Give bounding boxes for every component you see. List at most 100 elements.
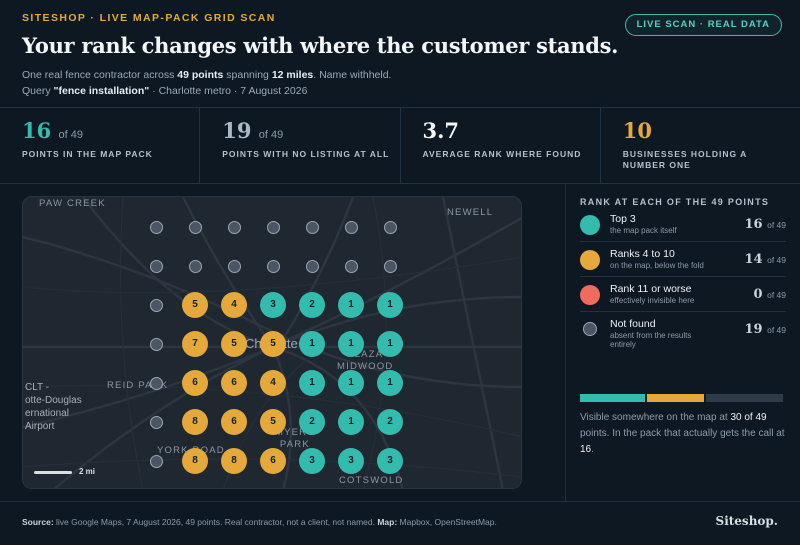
stat-of: of 49 (58, 129, 84, 141)
stat-label-line: BUSINESSES HOLDING A (622, 149, 748, 159)
grid-point-rank[interactable]: 1 (299, 331, 325, 357)
legend-count-of: of 49 (767, 325, 786, 335)
grid-point-rank[interactable]: 3 (260, 292, 286, 318)
legend-dot-top3 (580, 215, 600, 235)
map-label-line: MYERS (275, 427, 315, 438)
grid-point-rank[interactable]: 1 (338, 331, 364, 357)
legend-title: RANK AT EACH OF THE 49 POINTS (580, 197, 770, 207)
grid-point-not-found[interactable] (305, 259, 319, 273)
grid-point-rank[interactable]: 5 (260, 331, 286, 357)
stats-row: 16 of 49 POINTS IN THE MAP PACK 19 of 49… (0, 107, 800, 184)
grid-point-rank[interactable]: 2 (377, 409, 403, 435)
map-credit-label: Map: (377, 517, 398, 527)
stat-number: 3.7 (422, 118, 460, 143)
stat-number: 16 (22, 118, 52, 143)
grid-point-not-found[interactable] (266, 259, 280, 273)
grid-point-rank[interactable]: 5 (221, 331, 247, 357)
source-line: Source: live Google Maps, 7 August 2026,… (22, 517, 497, 527)
grid-point-rank[interactable]: 7 (182, 331, 208, 357)
map-label-line: PLAZA (347, 349, 384, 360)
map-credit-text: Mapbox, OpenStreetMap. (397, 517, 497, 527)
stat-number: 19 (222, 118, 252, 143)
grid-point-rank[interactable]: 8 (221, 448, 247, 474)
grid-point-not-found[interactable] (383, 259, 397, 273)
map-label-newell: NEWELL (447, 207, 494, 218)
stat-label: POINTS WITH NO LISTING AT ALL (222, 149, 390, 159)
grid-point-rank[interactable]: 2 (299, 292, 325, 318)
grid-point-rank[interactable]: 6 (221, 370, 247, 396)
grid-point-not-found[interactable] (149, 298, 163, 312)
distribution-segment (705, 394, 783, 402)
grid-point-not-found[interactable] (149, 337, 163, 351)
grid-point-not-found[interactable] (305, 220, 319, 234)
legend-count: 19 of 49 (744, 322, 786, 337)
map-scale-label: 2 mi (79, 467, 96, 476)
grid-point-not-found[interactable] (383, 220, 397, 234)
grid-point-not-found[interactable] (149, 415, 163, 429)
grid-point-rank[interactable]: 1 (338, 409, 364, 435)
grid-point-rank[interactable]: 4 (260, 370, 286, 396)
subtitle-text: spanning (223, 69, 272, 81)
query-rest: · Charlotte metro · 7 August 2026 (149, 85, 308, 97)
note-text: . (591, 444, 594, 455)
grid-point-rank[interactable]: 1 (299, 370, 325, 396)
grid-point-not-found[interactable] (344, 259, 358, 273)
subtitle-miles: 12 miles (271, 69, 314, 81)
rank-grid-map[interactable]: PAW CREEK NEWELL REID PARK PLAZA MIDWOOD … (22, 196, 522, 489)
grid-point-rank[interactable]: 3 (338, 448, 364, 474)
legend-item-rank-11-plus: Rank 11 or worse effectively invisible h… (580, 277, 786, 312)
note-visible: 30 of 49 (730, 412, 767, 423)
grid-point-rank[interactable]: 6 (260, 448, 286, 474)
legend-desc: the map pack itself (610, 226, 677, 235)
stat-number: 10 (622, 118, 652, 143)
grid-point-rank[interactable]: 3 (377, 448, 403, 474)
stat-number-one: 10 BUSINESSES HOLDING A NUMBER ONE (601, 108, 800, 183)
map-label-line: otte-Douglas (25, 395, 82, 406)
map-label-line: Airport (25, 421, 55, 432)
map-label-airport: CLT - otte-Douglas ernational Airport (25, 381, 82, 433)
grid-point-not-found[interactable] (149, 220, 163, 234)
note-pack: 16 (580, 444, 592, 455)
grid-point-rank[interactable]: 4 (221, 292, 247, 318)
grid-point-not-found[interactable] (149, 454, 163, 468)
legend-dot-ranks-4-10 (580, 250, 600, 270)
grid-point-not-found[interactable] (344, 220, 358, 234)
legend-count-number: 14 (744, 252, 763, 267)
brand-logo[interactable]: Siteshop. (715, 514, 778, 528)
grid-point-not-found[interactable] (188, 259, 202, 273)
grid-point-rank[interactable]: 5 (260, 409, 286, 435)
grid-point-rank[interactable]: 5 (182, 292, 208, 318)
grid-point-rank[interactable]: 3 (299, 448, 325, 474)
distribution-bar (580, 394, 783, 402)
grid-point-not-found[interactable] (149, 376, 163, 390)
subtitle-points: 49 points (177, 69, 224, 81)
subtitle-text: . Name withheld. (313, 69, 392, 81)
grid-point-rank[interactable]: 6 (182, 370, 208, 396)
grid-point-rank[interactable]: 8 (182, 409, 208, 435)
grid-point-not-found[interactable] (227, 220, 241, 234)
grid-point-rank[interactable]: 6 (221, 409, 247, 435)
grid-point-rank[interactable]: 1 (338, 370, 364, 396)
legend-panel: RANK AT EACH OF THE 49 POINTS Top 3 the … (565, 184, 800, 501)
source-text: live Google Maps, 7 August 2026, 49 poin… (53, 517, 378, 527)
grid-point-rank[interactable]: 1 (377, 331, 403, 357)
stat-average-rank: 3.7 AVERAGE RANK WHERE FOUND (401, 108, 601, 183)
legend-desc: on the map, below the fold (610, 261, 704, 270)
grid-point-not-found[interactable] (188, 220, 202, 234)
note-text: Visible somewhere on the map at (580, 412, 731, 423)
grid-point-not-found[interactable] (266, 220, 280, 234)
grid-point-rank[interactable]: 1 (338, 292, 364, 318)
legend-count-number: 16 (744, 217, 763, 232)
map-label-line: PARK (279, 439, 310, 450)
stat-label: AVERAGE RANK WHERE FOUND (422, 149, 582, 159)
map-label-myers-park: MYERS PARK (275, 427, 315, 451)
legend-count-of: of 49 (767, 255, 786, 265)
live-scan-badge: LIVE SCAN · REAL DATA (624, 14, 782, 36)
grid-point-not-found[interactable] (227, 259, 241, 273)
grid-point-rank[interactable]: 8 (182, 448, 208, 474)
grid-point-rank[interactable]: 1 (377, 370, 403, 396)
grid-point-not-found[interactable] (149, 259, 163, 273)
grid-point-rank[interactable]: 2 (299, 409, 325, 435)
grid-point-rank[interactable]: 1 (377, 292, 403, 318)
legend-count: 16 of 49 (744, 217, 786, 232)
